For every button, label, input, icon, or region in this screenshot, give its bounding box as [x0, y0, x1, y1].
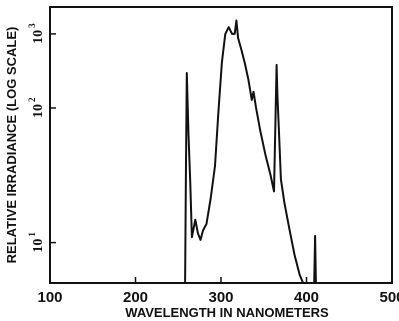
x-tick-label: 200: [123, 289, 148, 306]
y-tick-base: 10: [31, 239, 46, 253]
series-line-segment: [184, 19, 305, 284]
y-tick-exponent: 1: [27, 232, 37, 237]
y-tick-exponent: 2: [27, 97, 37, 102]
y-axis-title: RELATIVE IRRADIANCE (LOG SCALE): [4, 27, 19, 264]
y-tick-base: 10: [31, 30, 46, 44]
y-tick-label: 101: [27, 232, 46, 253]
x-tick-label: 500: [379, 289, 399, 306]
x-tick-label: 100: [37, 289, 62, 306]
y-tick-exponent: 3: [27, 23, 37, 28]
y-tick-label: 102: [27, 97, 46, 118]
y-tick-label: 103: [27, 23, 46, 44]
x-tick-label: 300: [208, 289, 233, 306]
plot-frame: [49, 6, 393, 284]
y-tick-base: 10: [31, 104, 46, 118]
series-line-segment: [313, 234, 317, 284]
x-axis-title: WAVELENGTH IN NANOMETERS: [125, 305, 329, 320]
x-tick-label: 400: [294, 289, 319, 306]
